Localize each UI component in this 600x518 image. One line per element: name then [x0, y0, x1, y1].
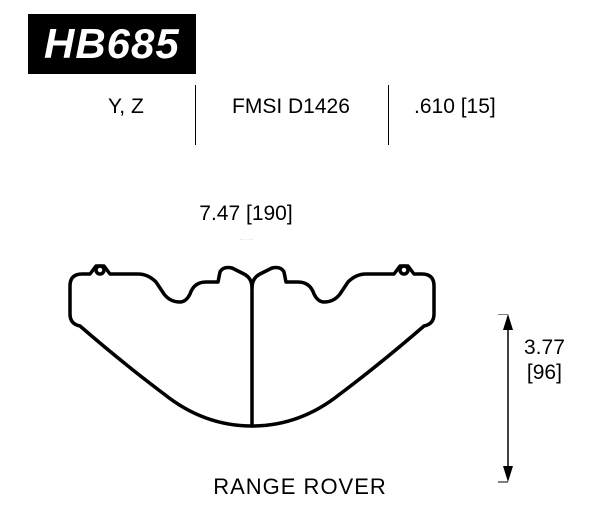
height-dimension-arrow [498, 314, 518, 484]
height-dimension: 3.77 [96] [498, 314, 518, 406]
brake-pad-outline [60, 264, 440, 444]
width-dimension: 7.47 [190] [60, 202, 432, 226]
height-mm: [96] [524, 360, 565, 385]
width-dimension-arrow [60, 239, 432, 240]
width-dimension-label: 7.47 [190] [199, 202, 292, 225]
height-dimension-label: 3.77 [96] [524, 335, 565, 385]
vehicle-label: RANGE ROVER [0, 474, 600, 500]
spec-divider [195, 85, 196, 145]
spec-fmsi-code: FMSI D1426 [232, 95, 350, 119]
height-inches: 3.77 [524, 335, 565, 360]
spec-thickness: .610 [15] [414, 95, 496, 119]
part-number-header: HB685 [28, 14, 196, 74]
spec-divider [388, 85, 389, 145]
part-number-text: HB685 [44, 20, 180, 67]
spec-row: Y, Z FMSI D1426 .610 [15] [0, 95, 600, 155]
spec-compound-codes: Y, Z [108, 95, 144, 119]
